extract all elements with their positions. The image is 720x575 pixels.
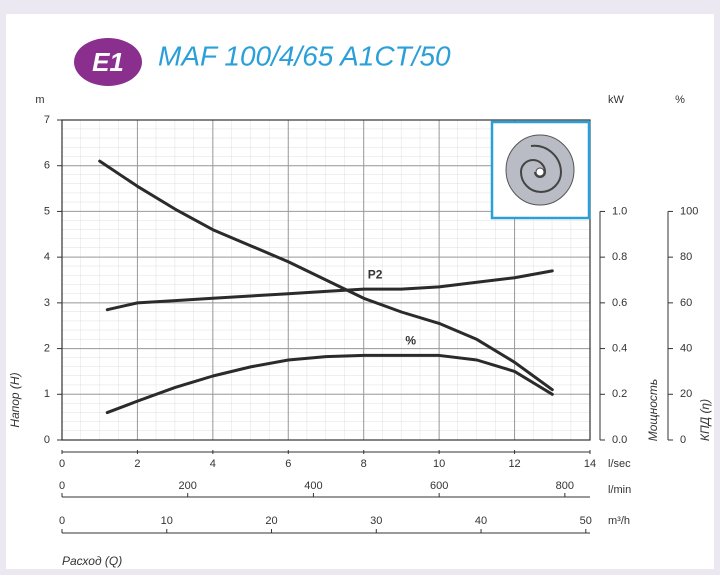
curve-label: % <box>405 334 416 348</box>
y-tick-label: 0 <box>44 434 50 446</box>
chart-title: MAF 100/4/65 A1CT/50 <box>158 40 451 71</box>
x-tick-label: 4 <box>210 458 216 470</box>
x-unit: l/sec <box>608 458 631 470</box>
x3-unit: m³/h <box>608 515 630 527</box>
x-tick-label: 12 <box>508 458 520 470</box>
x-tick-label: 10 <box>433 458 445 470</box>
y3-tick-label: 60 <box>680 297 692 309</box>
y3-tick-label: 80 <box>680 251 692 263</box>
y-tick-label: 1 <box>44 388 50 400</box>
y3-tick-label: 0 <box>680 434 686 446</box>
x3-tick-label: 0 <box>59 515 65 527</box>
x2-tick-label: 600 <box>430 480 448 492</box>
curve <box>105 269 554 312</box>
y2-tick-label: 0.8 <box>612 251 627 263</box>
x-tick-label: 14 <box>584 458 596 470</box>
y2-tick-label: 0.6 <box>612 297 627 309</box>
curve-label: P2 <box>368 267 383 281</box>
y-label: Напор (H) <box>8 372 22 427</box>
y3-tick-label: 100 <box>680 205 698 217</box>
y-unit: m <box>35 94 44 106</box>
y3-unit: % <box>675 94 685 106</box>
y-tick-label: 7 <box>44 114 50 126</box>
x3-tick-label: 30 <box>370 515 382 527</box>
x3-tick-label: 10 <box>161 515 173 527</box>
y3-label: КПД (η) <box>698 399 712 441</box>
x2-tick-label: 400 <box>304 480 322 492</box>
y2-tick-label: 1.0 <box>612 205 627 217</box>
x-tick-label: 0 <box>59 458 65 470</box>
y2-tick-label: 0.4 <box>612 342 627 354</box>
y-tick-label: 4 <box>44 251 50 263</box>
y-tick-label: 5 <box>44 205 50 217</box>
x-tick-label: 6 <box>285 458 291 470</box>
y2-unit: kW <box>608 94 625 106</box>
x3-tick-label: 50 <box>580 515 592 527</box>
y2-label: Мощность <box>646 379 660 441</box>
x3-tick-label: 20 <box>265 515 277 527</box>
x-label: Расход (Q) <box>62 554 122 568</box>
x-tick-label: 8 <box>361 458 367 470</box>
curve <box>105 353 554 415</box>
x-tick-label: 2 <box>134 458 140 470</box>
x2-tick-label: 200 <box>179 480 197 492</box>
y-tick-label: 3 <box>44 297 50 309</box>
badge-bg <box>74 38 142 86</box>
y3-tick-label: 20 <box>680 388 692 400</box>
x3-tick-label: 40 <box>475 515 487 527</box>
y3-tick-label: 40 <box>680 342 692 354</box>
x2-tick-label: 800 <box>556 480 574 492</box>
x2-unit: l/min <box>608 484 631 496</box>
y2-tick-label: 0.2 <box>612 388 627 400</box>
plot-frame <box>61 119 591 441</box>
x2-tick-label: 0 <box>59 480 65 492</box>
y-tick-label: 2 <box>44 342 50 354</box>
y2-tick-label: 0.0 <box>612 434 627 446</box>
impeller-icon <box>490 120 591 220</box>
y-tick-label: 6 <box>44 160 50 172</box>
badge: E1 <box>92 47 124 77</box>
